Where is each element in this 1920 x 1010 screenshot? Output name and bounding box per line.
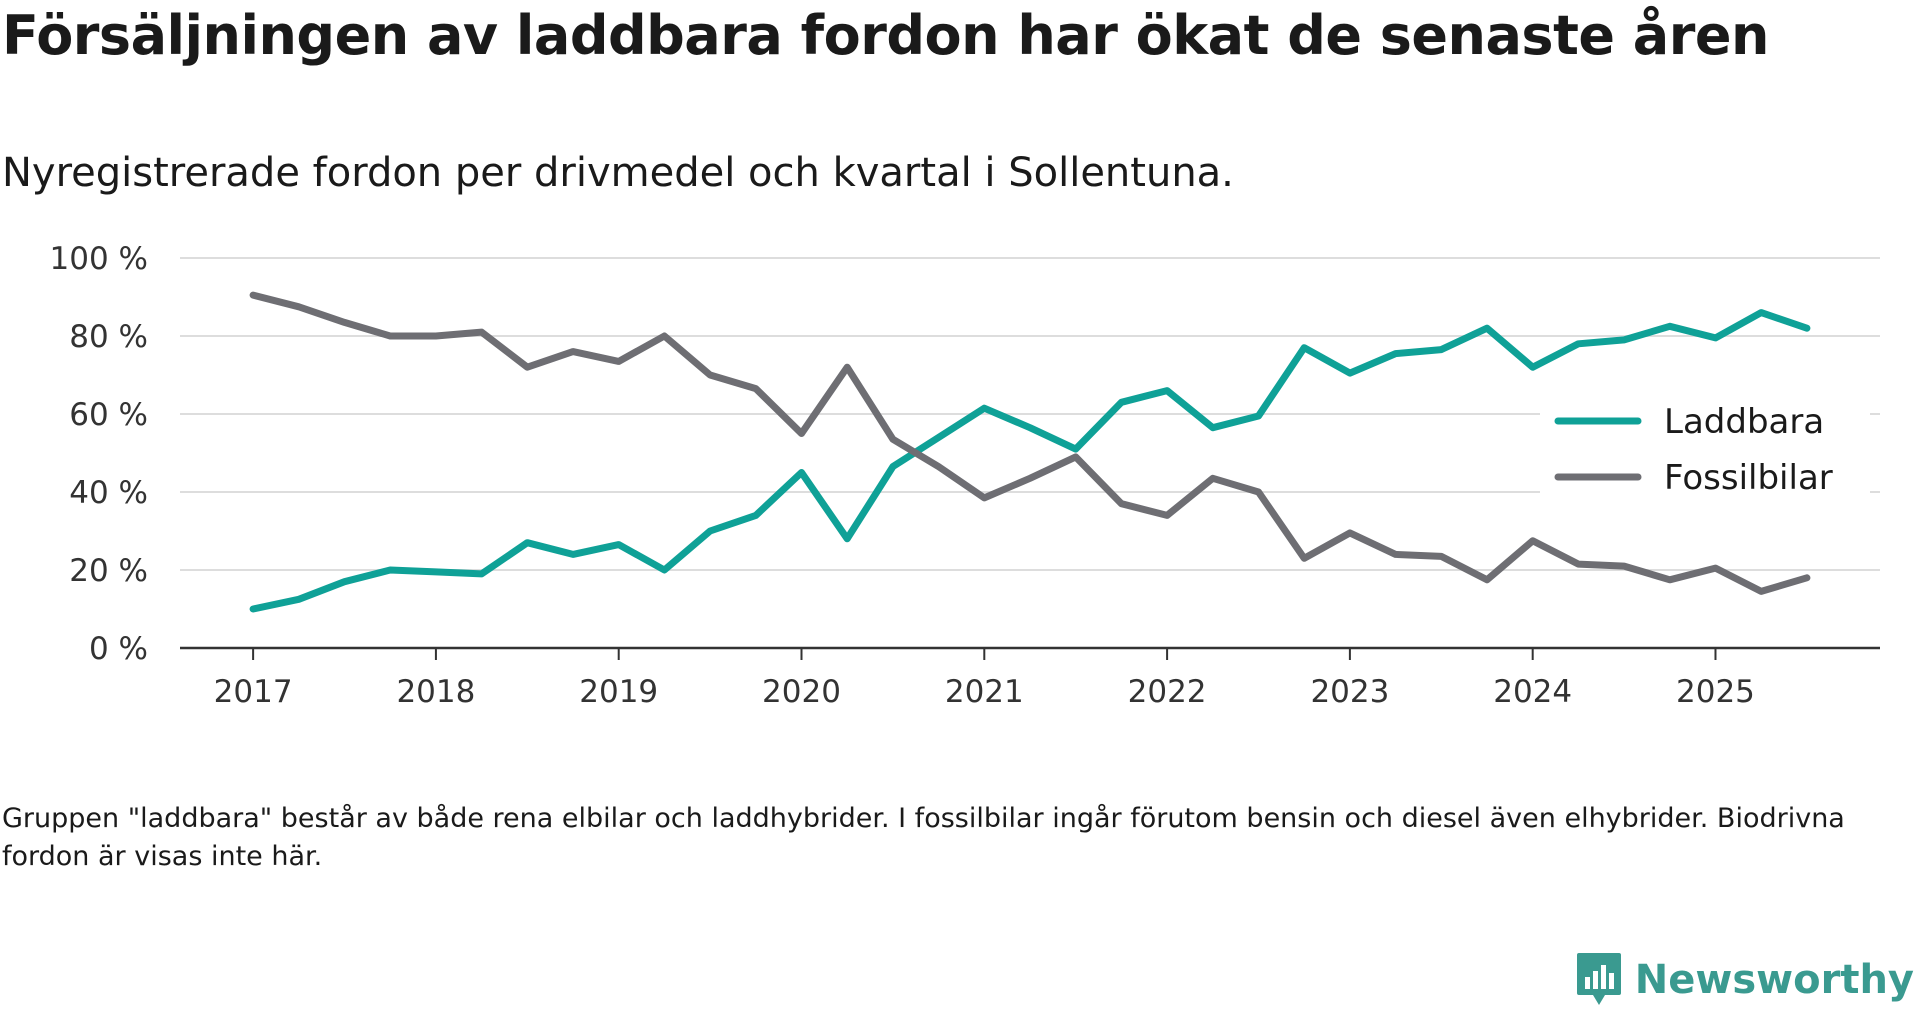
series-line-laddbara [249, 309, 1811, 613]
newsworthy-logo-icon [1576, 953, 1621, 1005]
line-chart: 0 % 20 % 40 % 60 % 80 % 100 % 2017 2018 2019 202… [50, 241, 1880, 710]
chart-subtitle: Nyregistrerade fordon per drivmedel och … [2, 150, 1234, 196]
x-tick-label: 2017 [214, 674, 293, 710]
y-tick-label: 0 % [89, 631, 148, 667]
legend-label-laddbara: Laddbara [1664, 402, 1824, 442]
brand-logo[interactable]: Newsworthy [1575, 950, 1914, 1010]
y-tick-label: 100 % [50, 241, 148, 277]
y-tick-label: 40 % [69, 475, 148, 511]
series-line-fossilbilar [249, 291, 1811, 595]
x-tick-label: 2020 [762, 674, 841, 710]
x-tick-label: 2022 [1128, 674, 1207, 710]
x-axis-ticks: 2017 2018 2019 2020 2021 2022 2023 2024 2025 [214, 648, 1755, 710]
series-lines [249, 291, 1811, 613]
x-tick-label: 2019 [579, 674, 658, 710]
x-tick-label: 2023 [1310, 674, 1389, 710]
y-tick-label: 20 % [69, 553, 148, 589]
x-tick-label: 2025 [1676, 674, 1755, 710]
legend-background [1540, 390, 1870, 510]
x-tick-label: 2024 [1493, 674, 1572, 710]
y-tick-label: 80 % [69, 319, 148, 355]
legend-label-fossilbilar: Fossilbilar [1664, 458, 1833, 498]
legend: Laddbara Fossilbilar [1540, 390, 1870, 510]
footnote: Gruppen "laddbara" består av både rena e… [2, 803, 1845, 872]
x-tick-label: 2018 [396, 674, 475, 710]
y-axis-ticks: 0 % 20 % 40 % 60 % 80 % 100 % [50, 241, 148, 667]
chart-title: Försäljningen av laddbara fordon har öka… [2, 4, 1769, 67]
y-tick-label: 60 % [69, 397, 148, 433]
x-tick-label: 2021 [945, 674, 1024, 710]
brand-name: Newsworthy [1634, 957, 1914, 1003]
